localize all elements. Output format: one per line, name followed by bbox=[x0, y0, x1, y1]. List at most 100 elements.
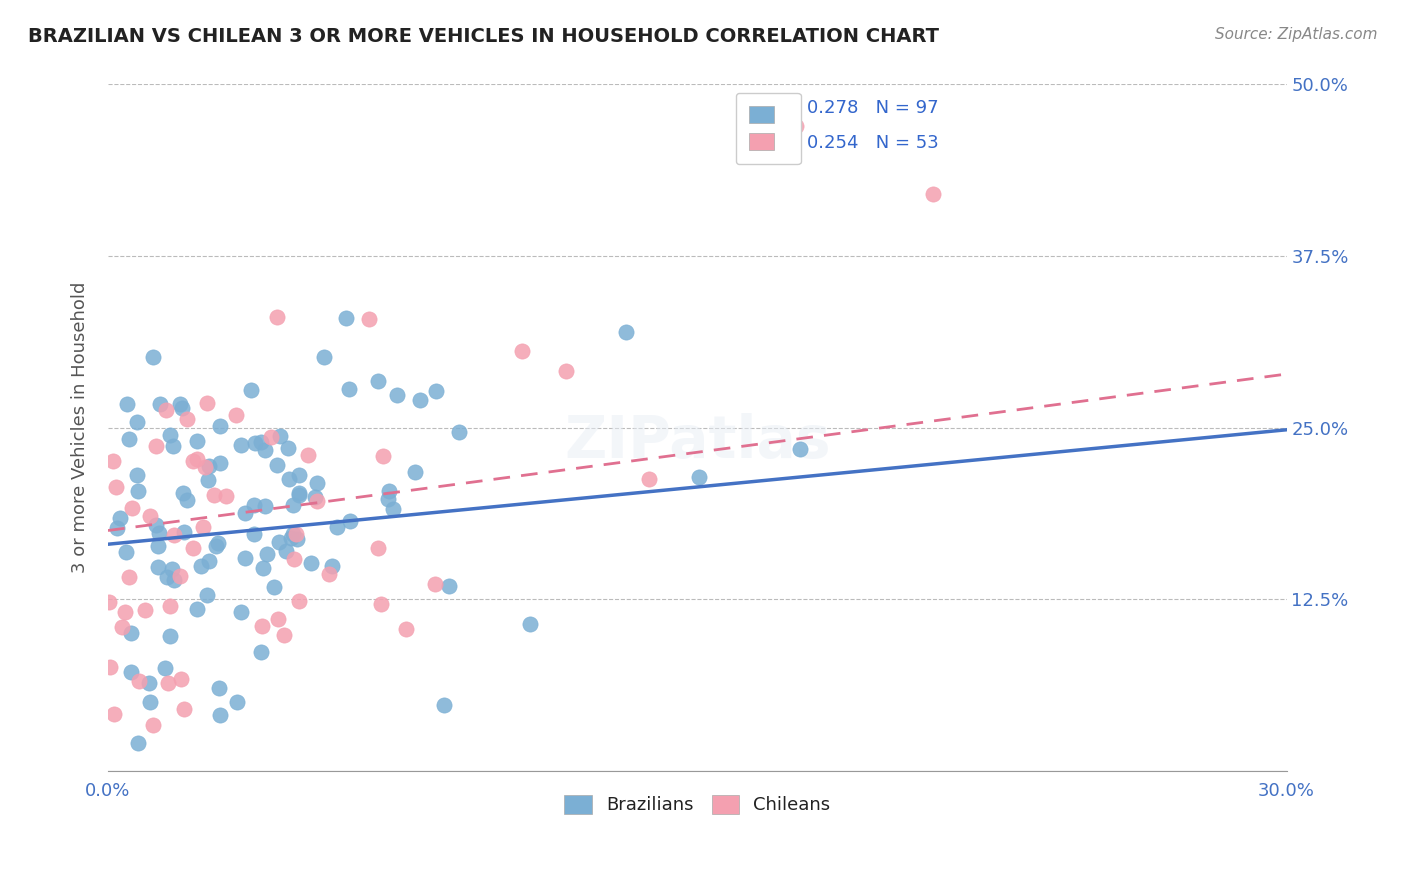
Brazilians bbox=[145, 517, 167, 532]
Brazilians bbox=[163, 574, 186, 588]
Chileans bbox=[284, 526, 307, 541]
Brazilians bbox=[115, 397, 138, 411]
Brazilians bbox=[207, 536, 229, 550]
Brazilians bbox=[162, 439, 184, 453]
Chileans bbox=[176, 412, 198, 426]
Brazilians bbox=[139, 695, 162, 709]
Brazilians bbox=[321, 558, 343, 573]
Brazilians bbox=[186, 602, 208, 616]
Brazilians bbox=[519, 617, 541, 632]
Chileans bbox=[114, 605, 136, 619]
Brazilians bbox=[404, 465, 426, 479]
Chileans bbox=[111, 620, 134, 634]
Brazilians bbox=[277, 442, 299, 456]
Brazilians bbox=[449, 425, 471, 440]
Chileans bbox=[163, 528, 186, 542]
Brazilians bbox=[159, 428, 181, 442]
Brazilians bbox=[186, 434, 208, 448]
Brazilians bbox=[243, 436, 266, 450]
Brazilians bbox=[229, 438, 252, 452]
Brazilians bbox=[307, 476, 329, 491]
Brazilians bbox=[125, 468, 148, 483]
Chileans bbox=[785, 119, 807, 133]
Brazilians bbox=[208, 681, 231, 695]
Brazilians bbox=[127, 484, 149, 499]
Brazilians bbox=[367, 374, 389, 388]
Brazilians bbox=[249, 644, 271, 658]
Brazilians bbox=[105, 521, 128, 535]
Y-axis label: 3 or more Vehicles in Household: 3 or more Vehicles in Household bbox=[72, 282, 89, 574]
Chileans bbox=[367, 541, 389, 556]
Chileans bbox=[202, 488, 225, 502]
Brazilians bbox=[285, 532, 308, 546]
Chileans bbox=[922, 187, 945, 202]
Brazilians bbox=[197, 458, 219, 473]
Chileans bbox=[181, 541, 204, 556]
Brazilians bbox=[209, 419, 232, 434]
Brazilians bbox=[425, 384, 447, 398]
Chileans bbox=[318, 567, 340, 582]
Brazilians bbox=[267, 534, 290, 549]
Brazilians bbox=[256, 547, 278, 561]
Chileans bbox=[159, 599, 181, 614]
Brazilians bbox=[335, 311, 357, 326]
Brazilians bbox=[274, 544, 297, 558]
Brazilians bbox=[146, 560, 169, 574]
Chileans bbox=[170, 672, 193, 686]
Brazilians bbox=[108, 511, 131, 525]
Brazilians bbox=[387, 388, 409, 402]
Brazilians bbox=[266, 458, 288, 473]
Chileans bbox=[181, 454, 204, 468]
Chileans bbox=[195, 396, 218, 410]
Brazilians bbox=[205, 539, 228, 553]
Brazilians bbox=[170, 401, 193, 416]
Chileans bbox=[357, 312, 380, 326]
Chileans bbox=[156, 675, 179, 690]
Brazilians bbox=[269, 429, 291, 443]
Chileans bbox=[273, 628, 295, 642]
Chileans bbox=[117, 570, 139, 584]
Chileans bbox=[266, 310, 288, 324]
Brazilians bbox=[281, 498, 304, 512]
Brazilians bbox=[195, 589, 218, 603]
Brazilians bbox=[252, 560, 274, 574]
Chileans bbox=[215, 489, 238, 503]
Brazilians bbox=[243, 499, 266, 513]
Brazilians bbox=[173, 524, 195, 539]
Chileans bbox=[186, 451, 208, 466]
Brazilians bbox=[789, 442, 811, 456]
Brazilians bbox=[250, 434, 273, 449]
Brazilians bbox=[233, 506, 256, 520]
Chileans bbox=[225, 408, 247, 422]
Brazilians bbox=[155, 660, 177, 674]
Brazilians bbox=[198, 554, 221, 568]
Brazilians bbox=[149, 397, 172, 411]
Brazilians bbox=[288, 486, 311, 500]
Brazilians bbox=[118, 432, 141, 446]
Brazilians bbox=[208, 457, 231, 471]
Brazilians bbox=[146, 539, 169, 553]
Chileans bbox=[423, 577, 446, 591]
Brazilians bbox=[304, 490, 326, 504]
Brazilians bbox=[377, 483, 399, 498]
Brazilians bbox=[120, 665, 142, 679]
Chileans bbox=[173, 702, 195, 716]
Chileans bbox=[139, 508, 162, 523]
Brazilians bbox=[382, 501, 405, 516]
Legend: Brazilians, Chileans: Brazilians, Chileans bbox=[555, 786, 839, 823]
Brazilians bbox=[339, 514, 361, 528]
Brazilians bbox=[120, 626, 142, 640]
Brazilians bbox=[115, 545, 138, 559]
Brazilians bbox=[156, 570, 179, 584]
Brazilians bbox=[377, 491, 399, 506]
Chileans bbox=[103, 454, 125, 468]
Brazilians bbox=[688, 469, 710, 483]
Brazilians bbox=[176, 493, 198, 508]
Chileans bbox=[98, 659, 121, 673]
Chileans bbox=[134, 603, 156, 617]
Brazilians bbox=[288, 488, 311, 502]
Chileans bbox=[104, 480, 127, 494]
Text: R = 0.254   N = 53: R = 0.254 N = 53 bbox=[768, 134, 939, 152]
Brazilians bbox=[437, 579, 460, 593]
Chileans bbox=[193, 520, 215, 534]
